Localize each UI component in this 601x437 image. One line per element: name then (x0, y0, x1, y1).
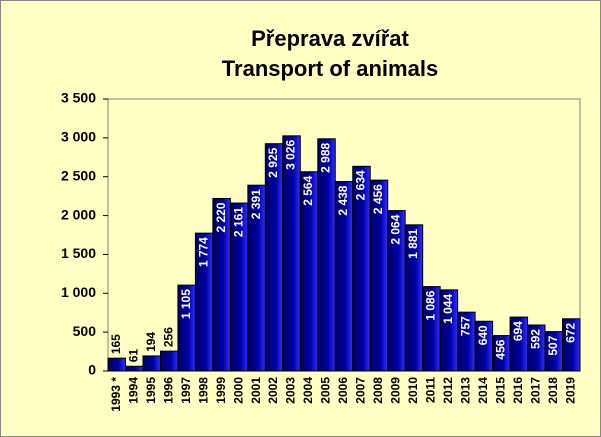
x-tick-label: 2004 (301, 377, 315, 404)
x-tick-label: 2000 (231, 377, 245, 404)
bar (282, 135, 301, 372)
x-tick-label: 2015 (494, 377, 508, 404)
data-label: 640 (476, 325, 490, 345)
data-label: 1 105 (179, 289, 193, 319)
data-label: 165 (109, 334, 123, 354)
x-tick-label: 2007 (354, 377, 368, 404)
y-tick-label: 0 (88, 362, 96, 378)
x-tick-label: 1995 (144, 377, 158, 404)
x-tick-label: 2001 (249, 377, 263, 404)
x-tick-label: 2018 (546, 377, 560, 404)
data-label: 1 086 (424, 290, 438, 320)
y-tick-label: 2 500 (61, 167, 96, 183)
data-label: 3 026 (284, 140, 298, 170)
x-tick-label: 2013 (459, 377, 473, 404)
data-label: 2 456 (371, 184, 385, 214)
x-tick-label: 2009 (389, 377, 403, 404)
x-tick-label: 2016 (511, 377, 525, 404)
x-tick-label: 1999 (214, 377, 228, 404)
x-tick-label: 1994 (126, 377, 140, 404)
x-tick-label: 1993 * (109, 377, 123, 412)
data-label: 2 925 (266, 147, 280, 177)
data-label: 672 (563, 322, 577, 342)
bar (159, 350, 179, 372)
x-tick-label: 2006 (336, 377, 350, 404)
y-tick-label: 1 000 (61, 284, 96, 300)
data-label: 2 988 (319, 142, 333, 172)
x-tick-label: 1996 (161, 377, 175, 404)
data-label: 256 (161, 327, 175, 347)
data-label: 2 634 (354, 170, 368, 200)
data-label: 1 881 (406, 228, 420, 258)
x-tick-label: 1997 (179, 377, 193, 404)
data-label: 1 044 (441, 294, 455, 324)
data-label: 2 064 (389, 214, 403, 244)
data-label: 757 (459, 316, 473, 336)
chart-title: Přeprava zvířat (251, 26, 409, 51)
data-label: 2 161 (231, 207, 245, 237)
data-label: 194 (144, 332, 158, 352)
y-tick-label: 3 500 (61, 90, 96, 106)
data-label: 694 (511, 321, 525, 341)
bar (107, 357, 126, 372)
data-label: 2 391 (249, 189, 263, 219)
data-label: 592 (528, 329, 542, 349)
data-label: 507 (546, 335, 560, 355)
x-tick-label: 2010 (406, 377, 420, 404)
bar (562, 318, 581, 372)
x-tick-label: 1998 (196, 377, 210, 404)
data-label: 2 564 (301, 175, 315, 205)
x-tick-label: 2002 (266, 377, 280, 404)
y-tick-label: 1 500 (61, 245, 96, 261)
x-tick-label: 2011 (424, 377, 438, 403)
data-label: 61 (126, 349, 140, 363)
data-label: 456 (494, 339, 508, 359)
data-label: 2 438 (336, 185, 350, 215)
y-tick-label: 500 (73, 323, 97, 339)
data-label: 2 220 (214, 202, 228, 232)
x-tick-label: 2019 (563, 377, 577, 404)
y-tick-label: 3 000 (61, 129, 96, 145)
chart-subtitle: Transport of animals (222, 56, 438, 81)
x-tick-label: 2005 (319, 377, 333, 404)
x-tick-label: 2008 (371, 377, 385, 404)
x-tick-label: 2017 (528, 377, 542, 404)
data-label: 1 774 (196, 237, 210, 267)
y-tick-label: 2 000 (61, 206, 96, 222)
x-tick-label: 2003 (284, 377, 298, 404)
x-tick-label: 2014 (476, 377, 490, 404)
bar (142, 355, 161, 372)
bar (124, 365, 144, 372)
x-tick-label: 2012 (441, 377, 455, 404)
